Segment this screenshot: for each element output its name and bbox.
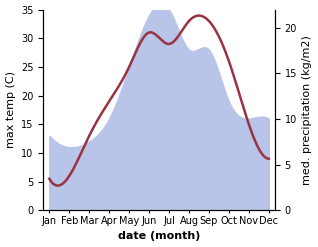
X-axis label: date (month): date (month) xyxy=(118,231,200,242)
Y-axis label: med. precipitation (kg/m2): med. precipitation (kg/m2) xyxy=(302,35,313,185)
Y-axis label: max temp (C): max temp (C) xyxy=(5,71,16,148)
